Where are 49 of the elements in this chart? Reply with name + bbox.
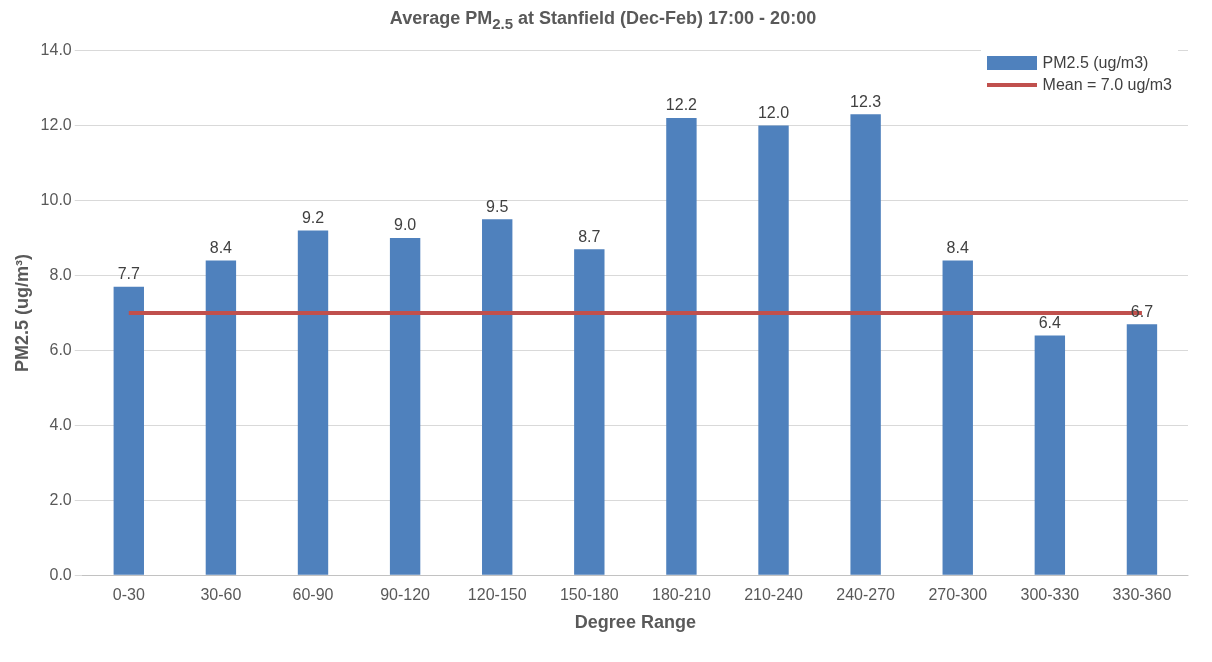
data-label: 8.4 <box>209 238 233 256</box>
x-tick-label: 120-150 <box>467 585 527 603</box>
y-tick-label: 6.0 <box>49 340 72 358</box>
bar <box>205 260 237 575</box>
data-label: 12.2 <box>665 96 698 114</box>
data-label: 12.3 <box>850 92 882 110</box>
chart-title: Average PM$_{2.5}$ at Stanfield (Dec-Feb) 17:00 - 20:00 <box>388 8 818 32</box>
data-label: 6.7 <box>1130 302 1154 320</box>
data-label: 6.4 <box>1038 313 1062 331</box>
x-tick-label: 180-210 <box>652 585 711 603</box>
legend-label: Mean = 7.0 ug/m3 <box>1042 75 1172 94</box>
x-tick-label: 210-240 <box>744 585 803 603</box>
y-tick-label: 10.0 <box>40 190 72 208</box>
bar <box>758 125 789 575</box>
legend-label: PM2.5 (ug/m3) <box>1042 53 1149 72</box>
data-label: 9.0 <box>393 215 417 233</box>
bar <box>666 117 697 575</box>
x-tick-label: 0-30 <box>112 585 145 603</box>
x-tick-label: 300-330 <box>1020 585 1080 603</box>
y-tick-label: 4.0 <box>49 415 72 433</box>
y-tick-label: 8.0 <box>49 265 72 283</box>
x-tick-label: 270-300 <box>928 585 988 603</box>
x-tick-label: 330-360 <box>1112 585 1172 603</box>
bar <box>1126 323 1158 575</box>
y-axis-title: PM2.5 (ug/m³) <box>11 253 32 372</box>
y-tick-label: 12.0 <box>40 115 72 133</box>
x-tick-label: 30-60 <box>200 585 242 603</box>
bar <box>1034 334 1066 575</box>
bar <box>482 218 513 575</box>
x-tick-label: 90-120 <box>380 585 431 603</box>
data-label: 7.7 <box>117 264 141 282</box>
data-label: 8.4 <box>946 238 969 256</box>
y-tick-label: 2.0 <box>49 490 72 508</box>
x-tick-label: 150-180 <box>559 585 619 603</box>
bar <box>297 230 329 575</box>
y-tick-label: 0.0 <box>49 565 72 583</box>
bar <box>942 260 973 575</box>
data-label: 9.2 <box>301 208 325 226</box>
x-tick-label: 60-90 <box>292 585 334 603</box>
bar <box>850 113 881 575</box>
bar <box>113 286 144 575</box>
data-label: 8.7 <box>578 227 601 245</box>
x-axis-title: Degree Range <box>574 611 696 632</box>
bar <box>574 248 605 575</box>
y-tick-label: 14.0 <box>40 40 72 58</box>
x-tick-label: 240-270 <box>836 585 896 603</box>
bar <box>389 237 421 575</box>
data-label: 12.0 <box>757 103 790 121</box>
data-label: 9.5 <box>486 197 509 215</box>
